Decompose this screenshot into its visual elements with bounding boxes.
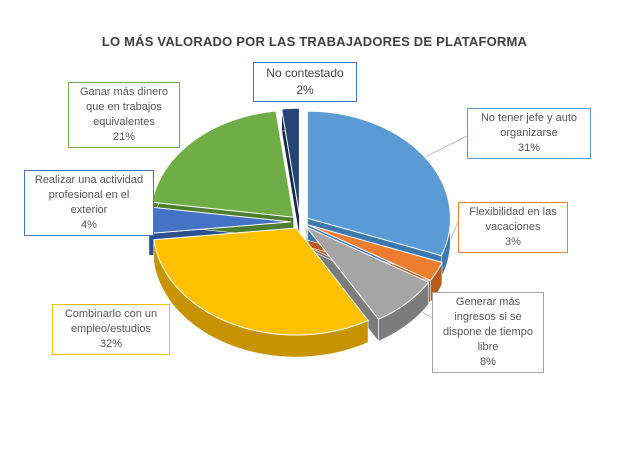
slice-combinarlo	[153, 227, 369, 336]
leader-line-no-jefe	[424, 135, 468, 158]
slice-ganar	[151, 110, 295, 218]
callout-label: Flexibilidad en las vacaciones	[469, 206, 557, 233]
callout-ganar: Ganar más dinero que en trabajos equival…	[68, 82, 180, 148]
callout-label: Combinarlo con un empleo/estudios	[64, 308, 158, 335]
callout-value: 2%	[296, 83, 314, 97]
slice-generar	[305, 226, 430, 320]
callout-label: Realizar una actividad profesional en el…	[34, 174, 144, 216]
callout-label: Ganar más dinero que en trabajos equival…	[79, 86, 169, 128]
callout-flexibilidad: Flexibilidad en las vacaciones 3%	[458, 202, 568, 253]
callout-label: No contestado	[266, 66, 344, 80]
callout-value: 31%	[517, 142, 541, 154]
slice-no-contestado	[281, 107, 300, 216]
callout-no-jefe: No tener jefe y auto organizarse 31%	[467, 108, 591, 159]
callout-label: No tener jefe y auto organizarse	[480, 112, 577, 139]
callout-realizar: Realizar una actividad profesional en el…	[24, 170, 154, 236]
callout-no-contestado: No contestado 2%	[253, 62, 357, 102]
callout-combinarlo: Combinarlo con un empleo/estudios 32%	[52, 304, 170, 355]
chart-title: LO MÁS VALORADO POR LAS TRABAJADORES DE …	[101, 34, 528, 49]
callout-generar: Generar más ingresos si se dispone de ti…	[432, 292, 544, 373]
slice-flexibilidad	[307, 224, 443, 281]
callout-label: Generar más ingresos si se dispone de ti…	[443, 296, 533, 353]
slice-no-jefe	[306, 110, 451, 257]
callout-value: 3%	[505, 236, 521, 248]
callout-value: 8%	[480, 356, 496, 368]
callout-value: 21%	[112, 131, 136, 143]
slice-tops	[147, 107, 451, 336]
callout-value: 32%	[99, 338, 123, 350]
callout-value: 4%	[81, 219, 97, 231]
